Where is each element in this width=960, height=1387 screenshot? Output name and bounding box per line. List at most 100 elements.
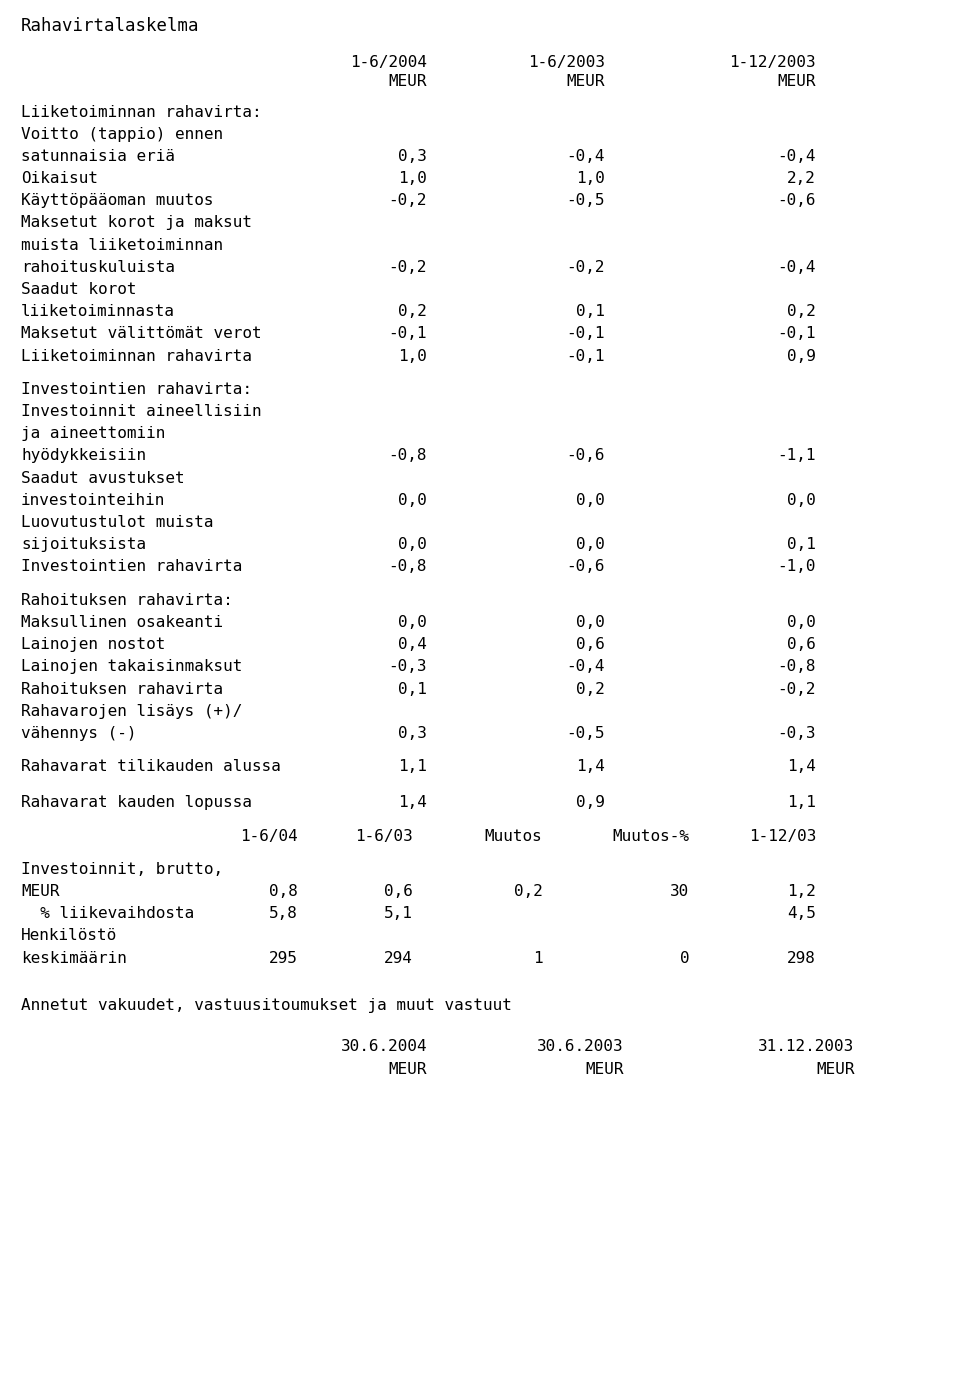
Text: -1,1: -1,1 xyxy=(778,448,816,463)
Text: 298: 298 xyxy=(787,950,816,965)
Text: 1,0: 1,0 xyxy=(398,171,427,186)
Text: -0,3: -0,3 xyxy=(389,659,427,674)
Text: Rahavarat tilikauden alussa: Rahavarat tilikauden alussa xyxy=(21,759,281,774)
Text: 0,1: 0,1 xyxy=(576,304,605,319)
Text: 1-6/04: 1-6/04 xyxy=(240,828,298,843)
Text: 1,1: 1,1 xyxy=(398,759,427,774)
Text: MEUR: MEUR xyxy=(389,74,427,89)
Text: hyödykkeisiin: hyödykkeisiin xyxy=(21,448,146,463)
Text: 1,0: 1,0 xyxy=(398,348,427,363)
Text: Lainojen takaisinmaksut: Lainojen takaisinmaksut xyxy=(21,659,243,674)
Text: Annetut vakuudet, vastuusitoumukset ja muut vastuut: Annetut vakuudet, vastuusitoumukset ja m… xyxy=(21,997,512,1013)
Text: muista liiketoiminnan: muista liiketoiminnan xyxy=(21,237,224,252)
Text: Muutos-%: Muutos-% xyxy=(612,828,689,843)
Text: Rahoituksen rahavirta:: Rahoituksen rahavirta: xyxy=(21,592,233,608)
Text: 2,2: 2,2 xyxy=(787,171,816,186)
Text: -0,6: -0,6 xyxy=(566,448,605,463)
Text: Lainojen nostot: Lainojen nostot xyxy=(21,637,165,652)
Text: % liikevaihdosta: % liikevaihdosta xyxy=(21,906,194,921)
Text: -0,6: -0,6 xyxy=(566,559,605,574)
Text: 0,9: 0,9 xyxy=(576,795,605,810)
Text: 1,1: 1,1 xyxy=(787,795,816,810)
Text: -0,8: -0,8 xyxy=(389,559,427,574)
Text: Oikaisut: Oikaisut xyxy=(21,171,98,186)
Text: 1: 1 xyxy=(533,950,542,965)
Text: -0,4: -0,4 xyxy=(778,259,816,275)
Text: 0,0: 0,0 xyxy=(398,614,427,630)
Text: -0,2: -0,2 xyxy=(389,259,427,275)
Text: 0,0: 0,0 xyxy=(576,492,605,508)
Text: 0,0: 0,0 xyxy=(787,614,816,630)
Text: 1,4: 1,4 xyxy=(787,759,816,774)
Text: MEUR: MEUR xyxy=(389,1061,427,1076)
Text: -0,2: -0,2 xyxy=(566,259,605,275)
Text: -0,1: -0,1 xyxy=(566,348,605,363)
Text: -0,5: -0,5 xyxy=(566,193,605,208)
Text: ja aineettomiin: ja aineettomiin xyxy=(21,426,165,441)
Text: 0,2: 0,2 xyxy=(787,304,816,319)
Text: 5,8: 5,8 xyxy=(269,906,298,921)
Text: 30.6.2003: 30.6.2003 xyxy=(538,1039,624,1054)
Text: Maksetut korot ja maksut: Maksetut korot ja maksut xyxy=(21,215,252,230)
Text: 0,2: 0,2 xyxy=(398,304,427,319)
Text: 0,0: 0,0 xyxy=(576,614,605,630)
Text: 31.12.2003: 31.12.2003 xyxy=(758,1039,854,1054)
Text: -0,5: -0,5 xyxy=(566,725,605,741)
Text: 0,0: 0,0 xyxy=(398,492,427,508)
Text: Käyttöpääoman muutos: Käyttöpääoman muutos xyxy=(21,193,214,208)
Text: 0,2: 0,2 xyxy=(514,884,542,899)
Text: -0,4: -0,4 xyxy=(566,148,605,164)
Text: 0,0: 0,0 xyxy=(576,537,605,552)
Text: 1,2: 1,2 xyxy=(787,884,816,899)
Text: Investointien rahavirta: Investointien rahavirta xyxy=(21,559,243,574)
Text: 0,4: 0,4 xyxy=(398,637,427,652)
Text: MEUR: MEUR xyxy=(566,74,605,89)
Text: 0,1: 0,1 xyxy=(787,537,816,552)
Text: 1-6/2003: 1-6/2003 xyxy=(528,54,605,69)
Text: 1-6/2004: 1-6/2004 xyxy=(350,54,427,69)
Text: Voitto (tappio) ennen: Voitto (tappio) ennen xyxy=(21,126,224,141)
Text: -0,6: -0,6 xyxy=(778,193,816,208)
Text: -0,8: -0,8 xyxy=(389,448,427,463)
Text: 0,8: 0,8 xyxy=(269,884,298,899)
Text: 0,0: 0,0 xyxy=(398,537,427,552)
Text: 0,3: 0,3 xyxy=(398,148,427,164)
Text: 0,6: 0,6 xyxy=(787,637,816,652)
Text: liiketoiminnasta: liiketoiminnasta xyxy=(21,304,175,319)
Text: Saadut korot: Saadut korot xyxy=(21,282,136,297)
Text: Maksullinen osakeanti: Maksullinen osakeanti xyxy=(21,614,224,630)
Text: Maksetut välittömät verot: Maksetut välittömät verot xyxy=(21,326,262,341)
Text: Saadut avustukset: Saadut avustukset xyxy=(21,470,184,485)
Text: MEUR: MEUR xyxy=(21,884,60,899)
Text: vähennys (-): vähennys (-) xyxy=(21,725,136,741)
Text: Rahavarojen lisäys (+)/: Rahavarojen lisäys (+)/ xyxy=(21,703,243,718)
Text: -1,0: -1,0 xyxy=(778,559,816,574)
Text: 0,6: 0,6 xyxy=(576,637,605,652)
Text: Liiketoiminnan rahavirta:: Liiketoiminnan rahavirta: xyxy=(21,104,262,119)
Text: investointeihin: investointeihin xyxy=(21,492,165,508)
Text: Liiketoiminnan rahavirta: Liiketoiminnan rahavirta xyxy=(21,348,252,363)
Text: 0,9: 0,9 xyxy=(787,348,816,363)
Text: 0,3: 0,3 xyxy=(398,725,427,741)
Text: 0,2: 0,2 xyxy=(576,681,605,696)
Text: keskimäärin: keskimäärin xyxy=(21,950,127,965)
Text: -0,3: -0,3 xyxy=(778,725,816,741)
Text: Investoinnit, brutto,: Investoinnit, brutto, xyxy=(21,861,224,877)
Text: 1,4: 1,4 xyxy=(398,795,427,810)
Text: Luovutustulot muista: Luovutustulot muista xyxy=(21,515,214,530)
Text: MEUR: MEUR xyxy=(778,74,816,89)
Text: -0,1: -0,1 xyxy=(389,326,427,341)
Text: 1,4: 1,4 xyxy=(576,759,605,774)
Text: 0: 0 xyxy=(680,950,689,965)
Text: MEUR: MEUR xyxy=(586,1061,624,1076)
Text: Investoinnit aineellisiin: Investoinnit aineellisiin xyxy=(21,404,262,419)
Text: 1-12/03: 1-12/03 xyxy=(749,828,816,843)
Text: -0,1: -0,1 xyxy=(566,326,605,341)
Text: -0,4: -0,4 xyxy=(778,148,816,164)
Text: satunnaisia eriä: satunnaisia eriä xyxy=(21,148,175,164)
Text: -0,8: -0,8 xyxy=(778,659,816,674)
Text: Rahoituksen rahavirta: Rahoituksen rahavirta xyxy=(21,681,224,696)
Text: rahoituskuluista: rahoituskuluista xyxy=(21,259,175,275)
Text: 1-12/2003: 1-12/2003 xyxy=(730,54,816,69)
Text: -0,1: -0,1 xyxy=(778,326,816,341)
